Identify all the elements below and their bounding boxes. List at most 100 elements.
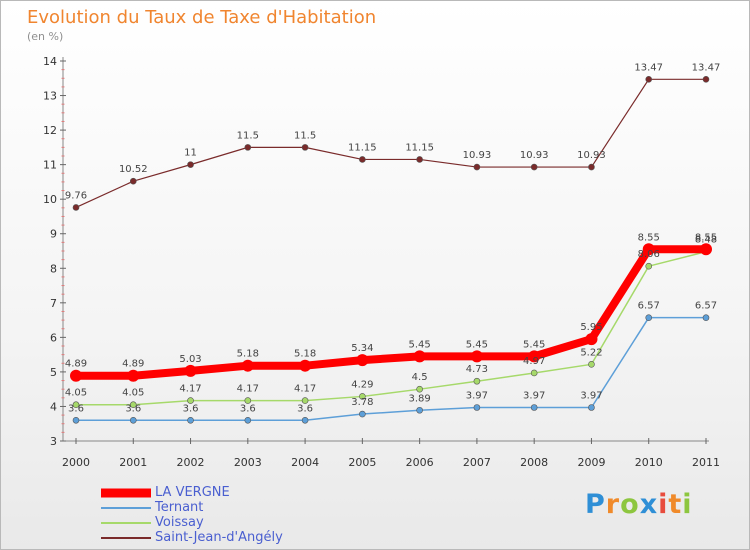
y-tick-label: 7 xyxy=(50,297,57,310)
logo-letter: t xyxy=(668,489,683,520)
data-label-voissay: 5.22 xyxy=(580,347,602,358)
x-tick-label: 2007 xyxy=(463,456,491,469)
data-point-saint-jean-d-ang-ly xyxy=(702,76,710,83)
data-point-voissay xyxy=(588,361,595,368)
chart-title: Evolution du Taux de Taxe d'Habitation xyxy=(27,7,377,28)
y-tick-label: 11 xyxy=(43,159,57,172)
x-tick-label: 2000 xyxy=(62,456,90,469)
logo-letter: P xyxy=(585,489,606,520)
data-point-saint-jean-d-ang-ly xyxy=(244,144,252,151)
data-label-la-vergne: 5.18 xyxy=(294,349,316,360)
data-point-la-vergne xyxy=(70,369,82,382)
data-label-la-vergne: 5.34 xyxy=(351,343,373,354)
data-label-la-vergne: 5.18 xyxy=(237,349,259,360)
data-label-voissay: 4.17 xyxy=(179,384,201,395)
data-label-saint-jean-d-ang-ly: 10.93 xyxy=(577,150,606,161)
x-tick-label: 2002 xyxy=(177,456,205,469)
x-tick-label: 2003 xyxy=(234,456,262,469)
data-label-voissay: 4.97 xyxy=(523,356,545,367)
data-point-la-vergne xyxy=(299,359,312,372)
data-point-la-vergne xyxy=(642,243,655,256)
data-point-voissay xyxy=(530,369,538,377)
data-label-la-vergne: 8.55 xyxy=(638,232,660,243)
data-point-ternant xyxy=(530,404,538,411)
series-line-la-vergne xyxy=(72,245,710,380)
data-point-voissay xyxy=(244,397,252,404)
logo-letter: i xyxy=(682,489,693,520)
proxiti-logo: Proxiti xyxy=(585,489,693,520)
data-label-saint-jean-d-ang-ly: 9.76 xyxy=(65,190,87,201)
logo-letter: o xyxy=(620,489,640,520)
data-label-saint-jean-d-ang-ly: 13.47 xyxy=(692,62,721,73)
data-point-la-vergne xyxy=(127,369,140,382)
logo-letter: r xyxy=(605,489,621,520)
data-point-ternant xyxy=(244,416,252,424)
y-tick-label: 8 xyxy=(50,262,57,275)
legend-label: Voissay xyxy=(155,515,204,530)
data-label-voissay: 4.29 xyxy=(351,379,373,390)
data-point-voissay xyxy=(129,401,137,409)
data-label-saint-jean-d-ang-ly: 13.47 xyxy=(634,62,663,73)
y-tick-label: 6 xyxy=(50,331,57,344)
data-point-ternant xyxy=(187,416,194,424)
data-point-voissay xyxy=(359,393,366,400)
data-label-ternant: 3.6 xyxy=(297,403,313,414)
data-label-la-vergne: 4.89 xyxy=(122,359,144,370)
legend: LA VERGNE Ternant Voissay Saint-Jean-d'Angé… xyxy=(101,485,361,545)
data-label-ternant: 6.57 xyxy=(695,301,717,312)
logo-letter: i xyxy=(658,489,669,520)
data-label-ternant: 3.97 xyxy=(466,390,488,401)
data-point-saint-jean-d-ang-ly xyxy=(588,163,595,171)
data-point-ternant xyxy=(588,404,595,411)
legend-item: Saint-Jean-d'Angély xyxy=(101,530,361,545)
x-tick-label: 2009 xyxy=(577,456,605,469)
x-tick-label: 2008 xyxy=(520,456,548,469)
chart-subtitle: (en %) xyxy=(27,30,64,43)
data-point-voissay xyxy=(473,377,481,385)
x-tick-label: 2010 xyxy=(635,456,663,469)
data-point-saint-jean-d-ang-ly xyxy=(530,163,538,171)
data-label-la-vergne: 5.45 xyxy=(523,339,545,350)
data-label-voissay: 4.17 xyxy=(237,384,259,395)
data-point-la-vergne xyxy=(470,350,483,363)
data-label-saint-jean-d-ang-ly: 11.5 xyxy=(294,130,316,141)
data-point-la-vergne xyxy=(528,350,541,363)
data-label-ternant: 3.6 xyxy=(240,403,256,414)
data-point-ternant xyxy=(473,404,481,411)
series-line-voissay xyxy=(75,250,707,406)
data-point-saint-jean-d-ang-ly xyxy=(416,156,423,163)
data-point-ternant xyxy=(645,314,653,321)
data-point-voissay xyxy=(187,397,194,404)
data-point-la-vergne xyxy=(356,354,369,367)
x-tick-label: 2004 xyxy=(291,456,319,469)
data-point-la-vergne xyxy=(700,243,712,256)
data-label-saint-jean-d-ang-ly: 11.5 xyxy=(237,130,259,141)
legend-swatch xyxy=(101,488,151,497)
data-label-la-vergne: 8.55 xyxy=(695,232,717,243)
data-label-saint-jean-d-ang-ly: 10.52 xyxy=(119,164,148,175)
data-label-saint-jean-d-ang-ly: 11.15 xyxy=(348,142,377,153)
data-point-saint-jean-d-ang-ly xyxy=(72,204,80,211)
data-point-ternant xyxy=(702,314,710,321)
data-point-ternant xyxy=(359,410,366,418)
legend-label: Saint-Jean-d'Angély xyxy=(155,530,283,545)
data-label-la-vergne: 5.45 xyxy=(466,339,488,350)
series-line-ternant xyxy=(75,316,707,422)
data-point-ternant xyxy=(416,406,423,414)
legend-item: LA VERGNE xyxy=(101,485,361,500)
axes: 3 4 5 6 7 8 9 10 11 12 13 14 2000 2001 2002 2003 2004 200… xyxy=(43,55,720,469)
data-label-la-vergne: 5.45 xyxy=(409,339,431,350)
data-point-saint-jean-d-ang-ly xyxy=(301,144,309,151)
data-label-saint-jean-d-ang-ly: 10.93 xyxy=(463,150,492,161)
data-label-voissay: 4.73 xyxy=(466,364,488,375)
series-line-saint-jean-d-ang-ly xyxy=(75,78,707,209)
data-point-la-vergne xyxy=(184,364,197,377)
y-tick-label: 5 xyxy=(50,366,57,379)
data-label-la-vergne: 5.03 xyxy=(179,354,201,365)
y-tick-label: 4 xyxy=(50,400,57,413)
logo-letter: x xyxy=(639,489,659,520)
data-point-ternant xyxy=(301,416,309,424)
data-point-saint-jean-d-ang-ly xyxy=(473,163,481,171)
